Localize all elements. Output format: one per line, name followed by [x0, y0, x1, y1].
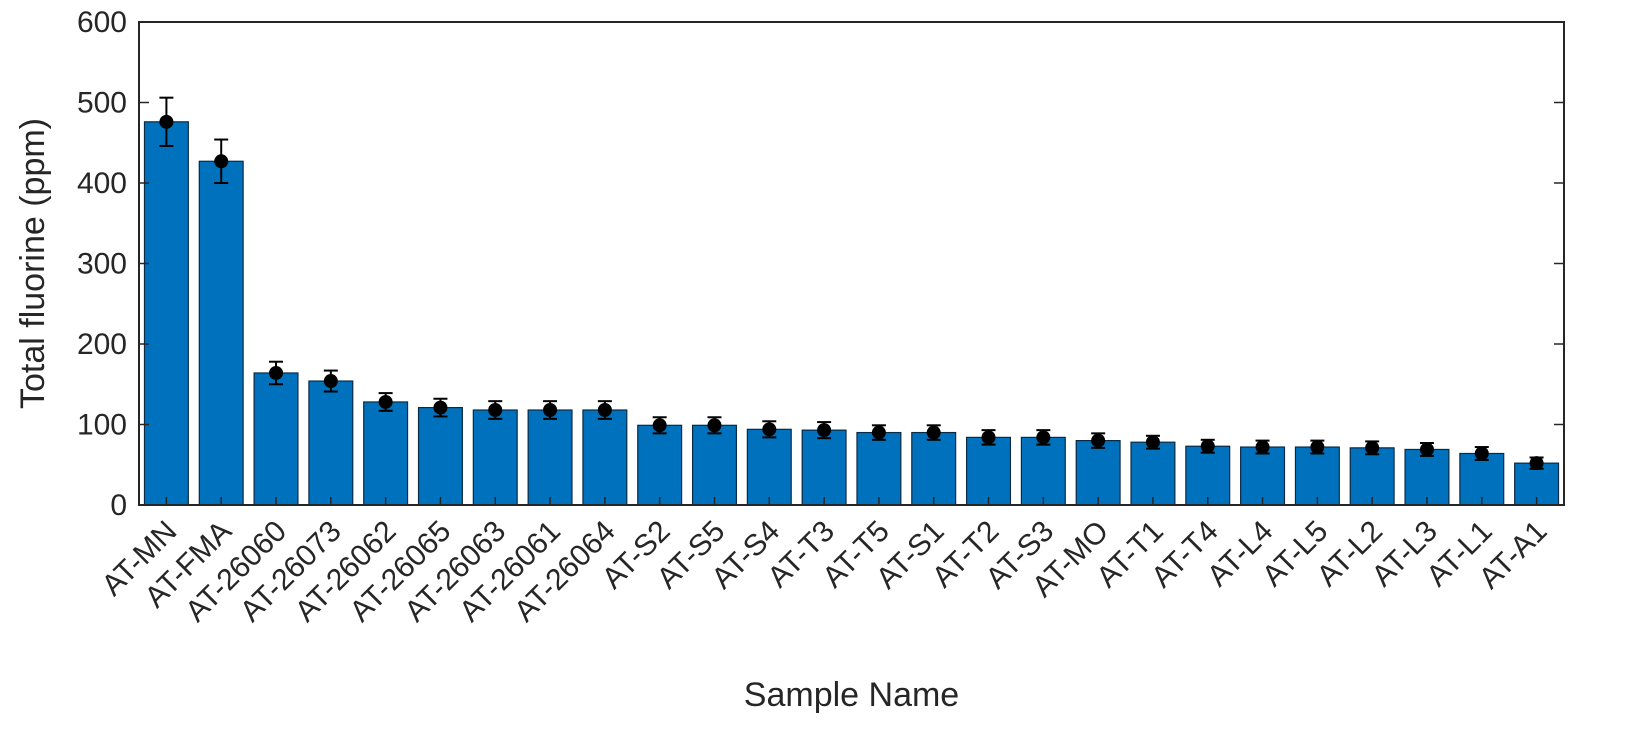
data-point — [707, 418, 722, 433]
markers-group — [159, 114, 1544, 471]
data-point — [652, 418, 667, 433]
bar — [1404, 448, 1450, 506]
data-point — [378, 394, 393, 409]
y-tick-label: 500 — [77, 87, 127, 120]
data-point — [1036, 430, 1051, 445]
data-point — [871, 425, 886, 440]
bar — [746, 428, 792, 506]
bar — [1294, 446, 1340, 506]
data-point — [433, 400, 448, 415]
bar — [1020, 436, 1066, 506]
data-point — [1310, 440, 1325, 455]
data-point — [488, 403, 503, 418]
bar — [308, 380, 354, 506]
y-ticks-group: 0 100 200 300 400 500 600 — [77, 6, 1564, 522]
bar — [801, 429, 847, 506]
data-point — [817, 423, 832, 438]
data-point — [323, 374, 338, 389]
data-point — [1419, 442, 1434, 457]
y-tick-label: 600 — [77, 6, 127, 39]
data-point — [269, 365, 284, 380]
data-point — [1474, 446, 1489, 461]
data-point — [159, 114, 174, 129]
bar — [637, 424, 683, 506]
data-point — [1091, 433, 1106, 448]
bar — [253, 372, 299, 506]
bar — [417, 406, 463, 506]
bar — [691, 424, 738, 506]
data-point — [1145, 435, 1160, 450]
data-point — [762, 422, 777, 437]
y-tick-label: 200 — [77, 328, 127, 361]
bar — [1185, 445, 1231, 506]
y-tick-label: 400 — [77, 167, 127, 200]
y-tick-label: 0 — [110, 489, 127, 522]
x-ticks-group: AT-MNAT-FMAAT-26060AT-26073AT-26062AT-26… — [96, 497, 1554, 628]
y-tick-label: 300 — [77, 248, 127, 281]
x-axis-title: Sample Name — [744, 676, 959, 714]
bar — [1459, 452, 1505, 506]
bar — [472, 409, 518, 506]
bar — [527, 409, 573, 506]
bars-group — [143, 121, 1560, 506]
y-axis-title: Total fluorine (ppm) — [14, 118, 52, 409]
bar — [911, 431, 957, 506]
data-point — [981, 430, 996, 445]
data-point — [214, 154, 229, 169]
data-point — [597, 403, 612, 418]
bar — [198, 160, 244, 506]
bar — [965, 436, 1012, 506]
bar — [1240, 446, 1286, 506]
bar — [143, 121, 189, 506]
bar — [1349, 447, 1395, 506]
data-point — [1255, 440, 1270, 455]
data-point — [1529, 456, 1544, 471]
bar — [1130, 441, 1176, 506]
data-point — [926, 425, 941, 440]
bar — [582, 409, 628, 506]
data-point — [1200, 439, 1215, 454]
data-point — [543, 403, 558, 418]
data-point — [1365, 440, 1380, 455]
bar — [363, 401, 409, 506]
bar — [856, 431, 902, 506]
bar — [1075, 440, 1121, 506]
y-tick-label: 100 — [77, 409, 127, 442]
